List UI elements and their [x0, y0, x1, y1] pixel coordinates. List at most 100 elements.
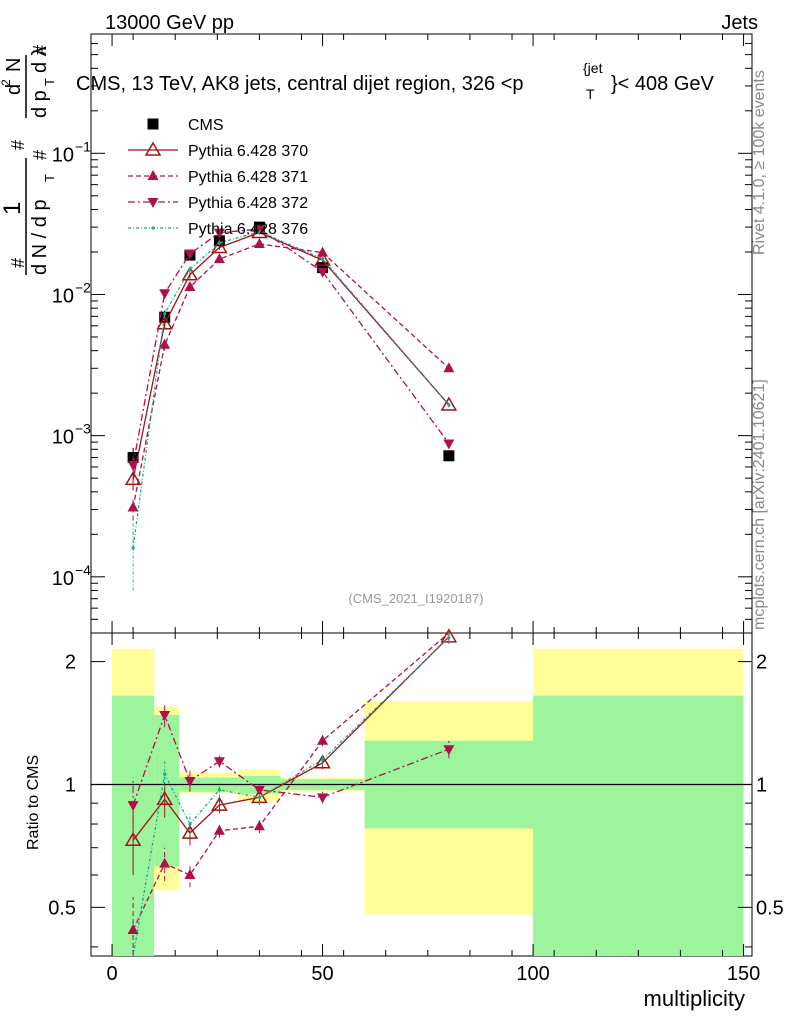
ratio-bands: [91, 648, 752, 956]
ratio-point: [447, 635, 451, 640]
ratio-tick-label-left-1: 1: [65, 774, 76, 796]
ratio-point: [188, 822, 192, 826]
chart-title: CMS, 13 TeV, AK8 jets, central dijet reg…: [76, 73, 524, 95]
main-series-pythia-6.428-371: [127, 237, 455, 521]
ratio-tick-label-right-2: 0.5: [756, 897, 784, 919]
ratio-point: [156, 790, 173, 806]
legend-entry-4: Pythia 6.428 376: [128, 221, 308, 238]
main-point: [440, 396, 458, 411]
ratio-point: [253, 820, 265, 831]
ratio-point: [314, 754, 331, 769]
main-line: [132, 228, 450, 466]
x-tick-label-3: 150: [727, 963, 760, 985]
ratio-series-pythia-6.428-371: [127, 632, 450, 956]
ylabel-d2: d: [3, 84, 25, 95]
main-point: [443, 439, 455, 450]
chart-title-main: CMS, 13 TeV, AK8 jets, central dijet reg…: [76, 73, 524, 95]
chart-title-sup: {jet: [583, 60, 603, 76]
ylabel-hash-2: #: [30, 150, 50, 160]
main-point: [317, 267, 329, 278]
legend-label-2: Pythia 6.428 371: [188, 169, 308, 186]
y-tick-label-0: 10: [52, 144, 74, 166]
legend-entry-1: Pythia 6.428 370: [128, 141, 308, 160]
main-point: [443, 362, 455, 373]
main-point: [217, 241, 222, 245]
main-point: [127, 460, 139, 471]
ratio-point: [317, 734, 329, 745]
main-point: [184, 280, 196, 291]
main-series-cms: [127, 221, 455, 470]
legend-label-3: Pythia 6.428 372: [188, 195, 308, 212]
main-point: [127, 501, 139, 512]
y-axis-label: 1 d N / d p T d 2 N d p T d λ # # # #: [0, 45, 57, 275]
main-series-pythia-6.428-370: [124, 223, 458, 491]
main-point: [257, 229, 262, 234]
legend-swatch-marker: [151, 226, 155, 230]
ratio-point: [213, 824, 225, 835]
ylabel-hash-1: #: [8, 258, 28, 268]
ratio-tick-label-right-0: 2: [756, 652, 767, 674]
header-right: Jets: [721, 12, 758, 34]
ratio-point: [127, 801, 139, 812]
legend: CMS Pythia 6.428 370 Pythia 6.428 371 Pythi…: [128, 117, 308, 238]
legend-entry-0: CMS: [147, 117, 224, 134]
mcplots-label: mcplots.cern.ch [arXiv:2401.10621]: [751, 379, 768, 630]
main-point: [213, 228, 225, 239]
main-point: [443, 450, 455, 462]
main-point: [124, 470, 142, 486]
ratio-point: [159, 710, 171, 721]
legend-swatch-marker: [144, 141, 162, 156]
band-inner-1: [154, 714, 180, 867]
main-series-pythia-6.428-376: [131, 229, 451, 591]
chart-title-sub: T: [586, 86, 595, 102]
main-point: [317, 246, 329, 257]
ratio-tick-label-right-1: 1: [756, 774, 767, 796]
ratio-point: [257, 795, 262, 799]
main-point: [320, 257, 325, 261]
main-point: [159, 289, 171, 300]
main-line: [132, 231, 450, 480]
ylabel-hash-4: #: [30, 45, 50, 55]
ratio-series-pythia-6.428-372: [127, 703, 455, 838]
main-point: [181, 266, 199, 281]
x-axis-label: multiplicity: [644, 986, 745, 1011]
main-line: [132, 230, 450, 549]
y-tick-exp-2: −3: [75, 421, 91, 437]
legend-entry-2: Pythia 6.428 371: [128, 169, 308, 186]
legend-swatch-marker: [147, 198, 159, 208]
ratio-point: [211, 796, 228, 811]
ylabel-hash-3: #: [8, 140, 28, 150]
ylabel-sq: 2: [0, 79, 13, 86]
ylabel-dp: d p: [29, 90, 51, 118]
x-tick-label-1: 50: [311, 963, 333, 985]
main-point: [159, 338, 171, 349]
y-tick-label-2: 10: [52, 427, 74, 449]
ratio-frame: [90, 632, 753, 957]
y-tick-exp-3: −4: [75, 562, 91, 578]
chart-title-end: }< 408 GeV: [611, 73, 715, 95]
main-point: [253, 237, 265, 248]
main-point: [213, 253, 225, 264]
main-point: [184, 249, 196, 260]
ratio-tick-label-left-0: 2: [65, 652, 76, 674]
ratio-point: [253, 785, 265, 796]
main-point: [131, 546, 135, 550]
ratio-point: [163, 772, 167, 776]
header-left: 13000 GeV pp: [105, 12, 234, 34]
ylabel-n: N: [3, 58, 25, 72]
series-layer: [124, 221, 458, 957]
rivet-label: Rivet 4.1.0, ≥ 100k events: [751, 70, 768, 255]
y-tick-exp-0: −1: [75, 138, 91, 154]
x-tick-label-2: 100: [516, 963, 549, 985]
y-tick-label-1: 10: [52, 285, 74, 307]
main-point: [314, 251, 331, 266]
ratio-point: [181, 824, 199, 839]
main-point: [188, 267, 192, 271]
ratio-point: [213, 757, 225, 768]
ratio-point: [443, 745, 455, 756]
main-point: [317, 262, 329, 274]
ratio-point: [317, 793, 329, 804]
main-series-pythia-6.428-372: [127, 224, 455, 476]
